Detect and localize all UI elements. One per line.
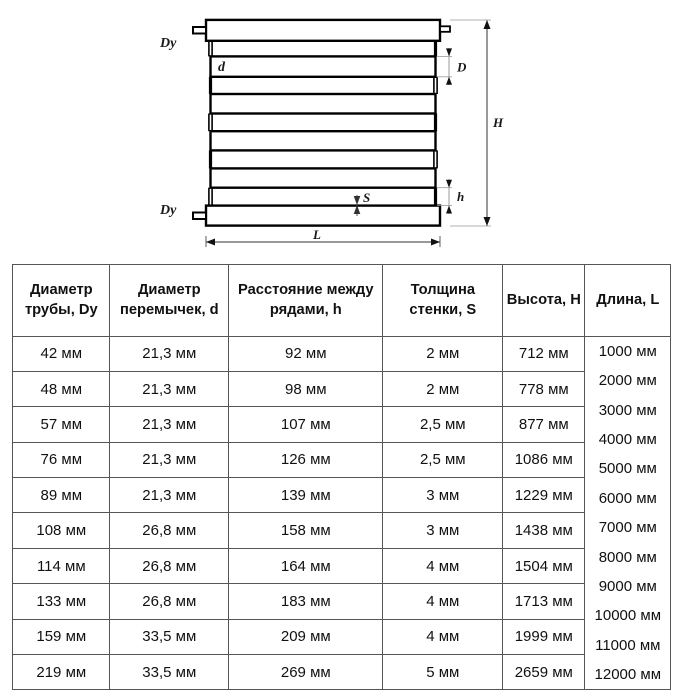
svg-text:S: S (363, 190, 370, 205)
svg-text:H: H (492, 115, 504, 130)
svg-text:Dy: Dy (159, 36, 177, 51)
svg-text:d: d (218, 60, 226, 75)
svg-text:D: D (456, 60, 467, 75)
svg-text:Dy: Dy (159, 203, 177, 218)
svg-text:L: L (312, 227, 321, 242)
svg-text:h: h (457, 189, 464, 204)
